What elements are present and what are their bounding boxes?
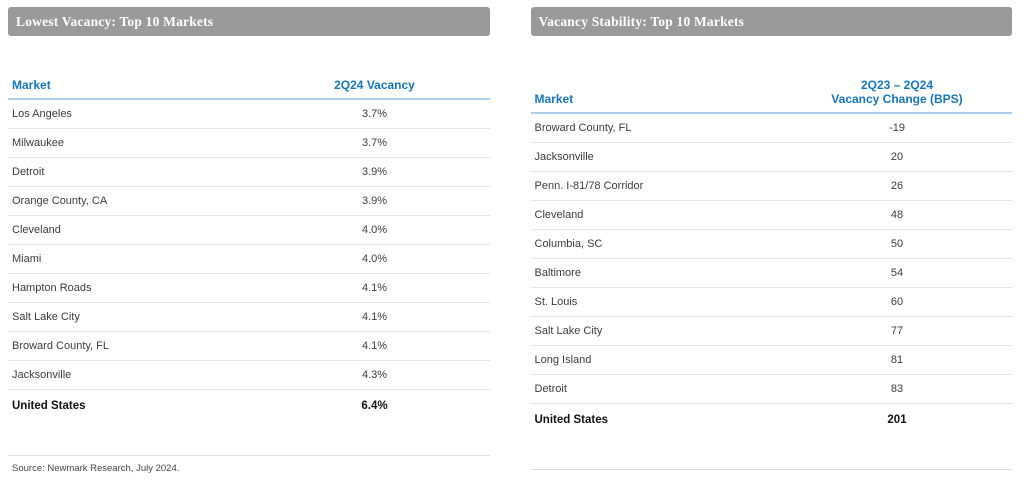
market-cell: Hampton Roads bbox=[12, 282, 92, 294]
market-cell: Detroit bbox=[12, 166, 45, 178]
table-row: Broward County, FL -19 bbox=[530, 114, 1012, 143]
table-header-row: Market 2Q24 Vacancy bbox=[8, 78, 490, 100]
market-cell: Jacksonville bbox=[12, 369, 72, 381]
table-row: Los Angeles 3.7% bbox=[8, 100, 490, 129]
panel-title: Vacancy Stability: Top 10 Markets bbox=[538, 13, 745, 29]
market-cell: Cleveland bbox=[534, 209, 584, 221]
column-header-market: Market bbox=[534, 92, 574, 106]
value-cell: 3.7% bbox=[361, 137, 388, 149]
panel-lowest-vacancy: Lowest Vacancy: Top 10 Markets Market 2Q… bbox=[8, 7, 490, 474]
table-row: Miami 4.0% bbox=[8, 245, 490, 274]
market-cell: Broward County, FL bbox=[534, 122, 632, 134]
table-row: Baltimore 54 bbox=[530, 259, 1012, 288]
market-cell: Long Island bbox=[534, 354, 592, 366]
table-row: Salt Lake City 77 bbox=[530, 317, 1012, 346]
panel-title: Lowest Vacancy: Top 10 Markets bbox=[16, 13, 214, 29]
total-value-cell: 6.4% bbox=[361, 399, 388, 412]
market-cell: Cleveland bbox=[12, 224, 61, 236]
footer-divider bbox=[530, 469, 1012, 470]
table-total-row: United States 201 bbox=[531, 404, 1013, 435]
value-cell: 3.9% bbox=[361, 166, 388, 178]
source-note: Source: Newmark Research, July 2024. bbox=[12, 463, 180, 474]
column-header-value: 2Q24 Vacancy bbox=[334, 78, 415, 92]
market-cell: Baltimore bbox=[534, 267, 581, 279]
table-row: Milwaukee 3.7% bbox=[8, 129, 490, 158]
value-cell: 4.0% bbox=[361, 253, 388, 265]
value-cell: 26 bbox=[890, 180, 904, 192]
table-row: Jacksonville 20 bbox=[530, 143, 1012, 172]
market-cell: Columbia, SC bbox=[534, 238, 603, 250]
market-cell: St. Louis bbox=[534, 296, 578, 308]
footer-divider bbox=[8, 455, 490, 456]
value-cell: 4.0% bbox=[361, 224, 388, 236]
table-row: Cleveland 48 bbox=[530, 201, 1012, 230]
value-cell: 3.7% bbox=[361, 108, 388, 120]
market-cell: Jacksonville bbox=[534, 151, 594, 163]
market-cell: Salt Lake City bbox=[534, 325, 603, 337]
market-cell: Los Angeles bbox=[12, 108, 72, 120]
table-row: Penn. I-81/78 Corridor 26 bbox=[530, 172, 1012, 201]
column-header-value-line1: 2Q23 – 2Q24 bbox=[860, 78, 934, 92]
panel-vacancy-stability: Vacancy Stability: Top 10 Markets Market… bbox=[530, 7, 1013, 474]
column-header-market: Market bbox=[12, 78, 51, 92]
value-cell: 83 bbox=[890, 383, 904, 395]
value-cell: 54 bbox=[890, 267, 904, 279]
value-cell: 60 bbox=[890, 296, 904, 308]
table-row: Hampton Roads 4.1% bbox=[8, 274, 490, 303]
market-cell: Milwaukee bbox=[12, 137, 64, 149]
value-cell: 81 bbox=[890, 354, 904, 366]
report-page: Lowest Vacancy: Top 10 Markets Market 2Q… bbox=[8, 7, 1013, 474]
market-cell: Miami bbox=[12, 253, 42, 265]
table-total-row: United States 6.4% bbox=[8, 390, 490, 421]
table-row: Columbia, SC 50 bbox=[530, 230, 1012, 259]
panel-title-bar: Vacancy Stability: Top 10 Markets bbox=[530, 7, 1012, 36]
total-value-cell: 201 bbox=[887, 413, 907, 426]
total-market-cell: United States bbox=[534, 413, 609, 426]
market-cell: Penn. I-81/78 Corridor bbox=[534, 180, 644, 192]
value-cell: 3.9% bbox=[361, 195, 388, 207]
panel-title-bar: Lowest Vacancy: Top 10 Markets bbox=[8, 7, 490, 36]
value-cell: 4.3% bbox=[361, 369, 388, 381]
table-row: Long Island 81 bbox=[530, 346, 1012, 375]
value-cell: 4.1% bbox=[361, 311, 388, 323]
value-cell: -19 bbox=[889, 122, 905, 134]
table-row: Salt Lake City 4.1% bbox=[8, 303, 490, 332]
column-header-value: 2Q23 – 2Q24 Vacancy Change (BPS) bbox=[782, 78, 1012, 106]
table-row: St. Louis 60 bbox=[530, 288, 1012, 317]
table-row: Detroit 3.9% bbox=[8, 158, 490, 187]
market-cell: Detroit bbox=[534, 383, 567, 395]
table-row: Jacksonville 4.3% bbox=[8, 361, 490, 390]
value-cell: 4.1% bbox=[361, 282, 388, 294]
table-row: Broward County, FL 4.1% bbox=[8, 332, 490, 361]
value-cell: 20 bbox=[890, 151, 904, 163]
value-cell: 4.1% bbox=[361, 340, 388, 352]
table-row: Cleveland 4.0% bbox=[8, 216, 490, 245]
market-cell: Salt Lake City bbox=[12, 311, 80, 323]
column-header-value-line2: Vacancy Change (BPS) bbox=[831, 92, 963, 106]
table-row: Detroit 83 bbox=[530, 375, 1012, 404]
total-market-cell: United States bbox=[12, 399, 86, 412]
value-cell: 50 bbox=[890, 238, 904, 250]
value-cell: 77 bbox=[890, 325, 904, 337]
market-cell: Broward County, FL bbox=[12, 340, 110, 352]
table-row: Orange County, CA 3.9% bbox=[8, 187, 490, 216]
table-header-row: Market 2Q23 – 2Q24 Vacancy Change (BPS) bbox=[530, 78, 1012, 114]
value-cell: 48 bbox=[890, 209, 904, 221]
market-cell: Orange County, CA bbox=[12, 195, 108, 207]
